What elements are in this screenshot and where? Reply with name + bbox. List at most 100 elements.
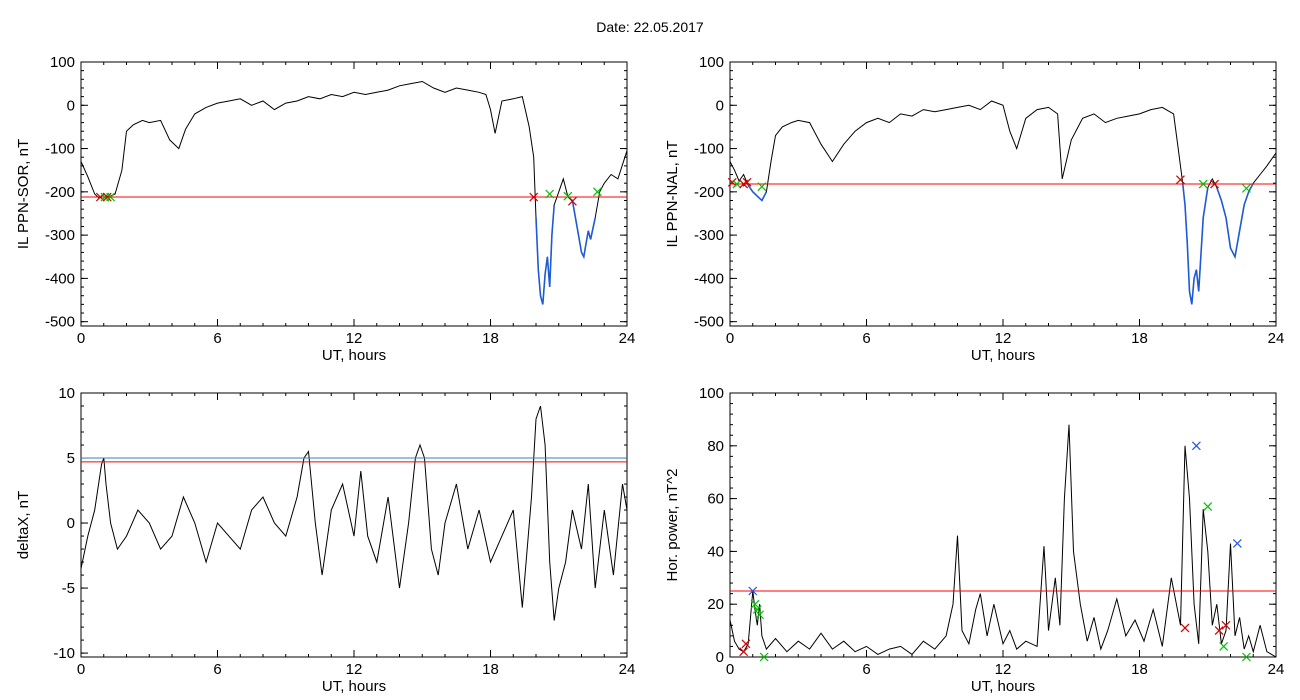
marker-red [567, 196, 577, 206]
y-tick-label: -300 [45, 227, 75, 244]
data-line [729, 100, 1277, 305]
x-tick-label: 0 [726, 661, 734, 678]
x-axis-label: UT, hours [971, 678, 1035, 695]
panel-hor-power: 0 6 12 18 24 0 20 40 60 80 100 UT, hours Hor. power,… [664, 385, 1284, 695]
x-tick-label: 0 [77, 661, 85, 678]
x-tick-label: 18 [1131, 661, 1148, 678]
y-tick-label: 0 [716, 97, 724, 114]
x-tick-label: 6 [213, 661, 221, 678]
marker-red [1214, 626, 1224, 636]
marker-blue [1191, 441, 1201, 451]
y-tick-label: -500 [694, 314, 724, 331]
marker-green [1203, 502, 1213, 511]
y-tick-label: -5 [62, 580, 75, 597]
marker-red [741, 639, 751, 649]
marker-green [1242, 652, 1251, 662]
marker-green [759, 652, 769, 662]
marker-green [752, 605, 762, 614]
x-tick-label: 6 [213, 330, 221, 347]
plot-frame [80, 392, 628, 658]
x-tick-label: 18 [482, 661, 499, 678]
marker-red [102, 192, 112, 202]
marker-green [106, 192, 115, 202]
y-axis-label: IL PPN-NAL, nT [664, 141, 681, 248]
x-tick-label: 24 [1268, 330, 1285, 347]
x-tick-label: 12 [346, 661, 363, 678]
x-tick-label: 24 [619, 661, 636, 678]
x-tick-label: 0 [726, 330, 734, 347]
x-tick-label: 18 [482, 330, 499, 347]
y-tick-label: 20 [707, 596, 724, 613]
marker-red [1176, 175, 1185, 185]
plot-frame [80, 61, 628, 327]
x-tick-label: 12 [346, 330, 363, 347]
marker-green [750, 599, 760, 609]
y-tick-label: -200 [694, 184, 724, 201]
x-tick-label: 24 [619, 330, 636, 347]
x-axis-label: UT, hours [322, 347, 386, 364]
y-tick-label: -400 [694, 270, 724, 287]
plot-frame [729, 392, 1277, 658]
figure-title: Date: 22.05.2017 [596, 19, 704, 35]
marker-red [1180, 623, 1190, 633]
y-tick-label: -10 [53, 645, 75, 662]
y-axis-label: IL PPN-SOR, nT [15, 139, 32, 249]
marker-blue [748, 586, 758, 596]
below-threshold-line [747, 184, 768, 202]
marker-red [529, 192, 539, 202]
y-tick-label: 0 [716, 649, 724, 666]
y-tick-label: 100 [699, 385, 724, 402]
y-tick-label: -500 [45, 314, 75, 331]
below-threshold-line [567, 195, 596, 260]
marker-green [1198, 179, 1208, 189]
y-tick-label: 0 [67, 515, 75, 532]
x-tick-label: 24 [1268, 661, 1285, 678]
y-tick-label: -200 [45, 184, 75, 201]
marker-green [1242, 183, 1251, 193]
data-line [80, 405, 628, 621]
y-tick-label: 5 [67, 450, 75, 467]
marker-red [739, 647, 749, 657]
panel-ppn-sor: 0 6 12 18 24 -500 -400 -300 -200 -100 0 100 UT, hour… [15, 54, 635, 364]
y-tick-label: 100 [50, 54, 75, 71]
x-axis-label: UT, hours [322, 678, 386, 695]
marker-green [1219, 642, 1229, 651]
y-tick-label: 10 [58, 385, 75, 402]
below-threshold-line [1216, 182, 1255, 260]
marker-green [732, 179, 742, 189]
y-tick-label: 60 [707, 491, 724, 508]
x-axis-label: UT, hours [971, 347, 1035, 364]
marker-green [545, 189, 555, 199]
below-threshold-line [1181, 183, 1209, 305]
marker-green [757, 182, 767, 192]
marker-blue [1232, 539, 1242, 548]
y-axis-label: deltaX, nT [15, 491, 32, 559]
x-tick-label: 18 [1131, 330, 1148, 347]
x-tick-label: 6 [862, 661, 870, 678]
y-tick-label: 80 [707, 438, 724, 455]
y-tick-label: -100 [694, 141, 724, 158]
y-tick-label: 40 [707, 543, 724, 560]
marker-red [1210, 179, 1219, 189]
y-axis-label: Hor. power, nT^2 [664, 469, 681, 582]
marker-red [727, 177, 737, 187]
x-tick-label: 12 [995, 330, 1012, 347]
marker-red [1221, 620, 1231, 630]
y-tick-label: -400 [45, 270, 75, 287]
panel-ppn-nal: 0 6 12 18 24 -500 -400 -300 -200 -100 0 100 UT, hour… [664, 54, 1284, 364]
x-tick-label: 12 [995, 661, 1012, 678]
y-tick-label: -100 [45, 141, 75, 158]
x-tick-label: 0 [77, 330, 85, 347]
marker-red [742, 177, 752, 187]
panel-deltax: 0 6 12 18 24 -10 -5 0 5 10 UT, hours deltaX, nT [15, 385, 635, 695]
below-threshold-line [535, 204, 555, 305]
y-tick-label: 100 [699, 54, 724, 71]
data-line [729, 424, 1277, 658]
y-tick-label: -300 [694, 227, 724, 244]
y-tick-label: 0 [67, 97, 75, 114]
marker-green [593, 187, 602, 197]
x-tick-label: 6 [862, 330, 870, 347]
marker-green [755, 610, 764, 620]
